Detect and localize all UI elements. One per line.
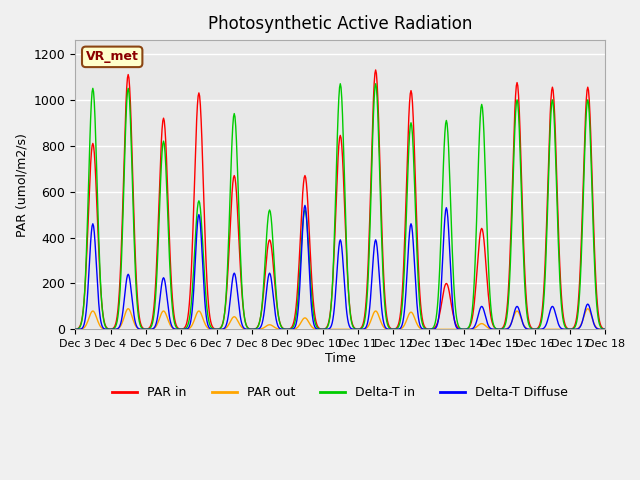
Legend: PAR in, PAR out, Delta-T in, Delta-T Diffuse: PAR in, PAR out, Delta-T in, Delta-T Dif… — [108, 381, 573, 404]
Text: VR_met: VR_met — [86, 50, 139, 63]
Title: Photosynthetic Active Radiation: Photosynthetic Active Radiation — [208, 15, 472, 33]
Y-axis label: PAR (umol/m2/s): PAR (umol/m2/s) — [15, 133, 28, 237]
X-axis label: Time: Time — [325, 352, 356, 365]
